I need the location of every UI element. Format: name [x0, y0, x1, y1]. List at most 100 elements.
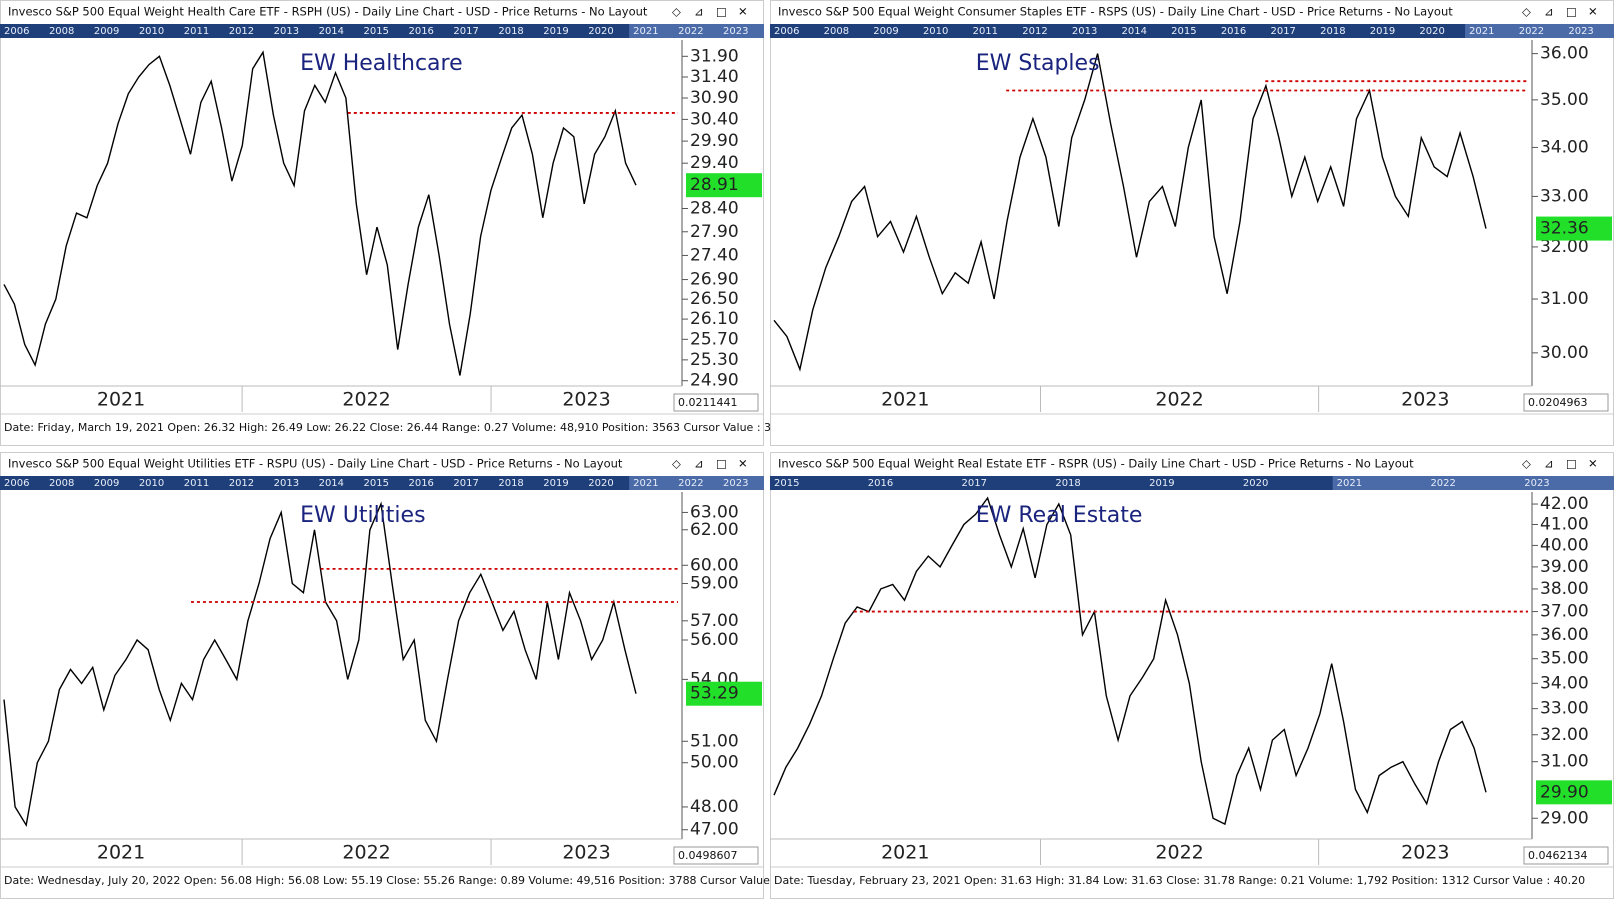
timeline-year: 2023	[723, 26, 748, 37]
y-tick-label: 56.00	[690, 630, 739, 650]
timeline-year: 2017	[453, 26, 478, 37]
chart-panel: Invesco S&P 500 Equal Weight Health Care…	[0, 0, 771, 446]
timeline-year: 2019	[1370, 26, 1395, 37]
y-tick-label: 33.00	[1540, 699, 1589, 719]
y-tick-label: 26.90	[690, 270, 739, 290]
window-button[interactable]: ⊿	[1544, 5, 1554, 19]
last-value-label: 32.36	[1540, 219, 1589, 239]
timeline-year: 2006	[774, 26, 799, 37]
window-button[interactable]: ◇	[672, 5, 681, 19]
window-button[interactable]: ✕	[1588, 5, 1598, 19]
window-button[interactable]: ⊿	[694, 457, 704, 471]
timeline-year: 2021	[1337, 478, 1362, 489]
price-line	[773, 53, 1487, 372]
last-value-box	[686, 173, 762, 198]
y-tick-label: 26.50	[690, 289, 739, 309]
status-line: Date: Wednesday, July 20, 2022 Open: 56.…	[4, 874, 770, 887]
timeline-window	[629, 24, 764, 38]
y-tick-label: 25.30	[690, 350, 739, 370]
timeline-year: 2008	[49, 26, 74, 37]
timeline-year: 2006	[4, 478, 29, 489]
timeline-year: 2020	[1243, 478, 1268, 489]
window-button[interactable]: □	[716, 457, 727, 471]
window-button[interactable]: ⊿	[694, 5, 704, 19]
timeline-year: 2014	[319, 26, 344, 37]
timeline-year: 2017	[453, 478, 478, 489]
window-button[interactable]: ✕	[738, 5, 748, 19]
cursor-box	[1523, 393, 1609, 412]
timeline-year: 2008	[49, 478, 74, 489]
y-tick-label: 42.00	[1540, 494, 1589, 514]
last-value-label: 29.90	[1540, 782, 1589, 802]
timeline-year: 2021	[633, 478, 658, 489]
y-tick-label: 41.00	[1540, 514, 1589, 534]
last-value-box	[686, 681, 762, 706]
x-year-label: 2022	[1155, 842, 1203, 864]
y-tick-label: 27.40	[690, 245, 739, 265]
timeline-year: 2014	[319, 478, 344, 489]
timeline-year: 2013	[1072, 26, 1097, 37]
window-button[interactable]: ◇	[672, 457, 681, 471]
y-tick-label: 32.00	[1540, 725, 1589, 745]
y-tick-label: 51.00	[690, 731, 739, 751]
window-button[interactable]: ◇	[1522, 457, 1531, 471]
timeline-year: 2013	[274, 478, 299, 489]
window-button[interactable]: ✕	[738, 457, 748, 471]
y-tick-label: 31.90	[690, 46, 739, 66]
timeline-year: 2022	[678, 478, 703, 489]
y-tick-label: 63.00	[690, 502, 739, 522]
timeline-window	[1332, 476, 1614, 490]
y-tick-label: 36.00	[1540, 44, 1589, 64]
timeline-year: 2015	[774, 478, 799, 489]
timeline-year: 2009	[94, 26, 119, 37]
x-year-label: 2021	[881, 842, 929, 864]
window-button[interactable]: □	[716, 5, 727, 19]
status-line: Date: Tuesday, February 23, 2021 Open: 3…	[774, 874, 1585, 887]
last-value-label: 53.29	[690, 684, 739, 704]
y-tick-label: 25.70	[690, 329, 739, 349]
timeline-year: 2017	[962, 478, 987, 489]
timeline-strip	[0, 476, 764, 490]
chart-label: EW Utilities	[300, 503, 425, 528]
timeline-year: 2006	[4, 26, 29, 37]
x-year-label: 2023	[1401, 842, 1449, 864]
window-button[interactable]: ✕	[1588, 457, 1598, 471]
y-tick-label: 39.00	[1540, 557, 1589, 577]
timeline-year: 2015	[364, 26, 389, 37]
y-tick-label: 34.00	[1540, 137, 1589, 157]
timeline-year: 2018	[1055, 478, 1080, 489]
y-tick-label: 31.00	[1540, 752, 1589, 772]
y-tick-label: 29.00	[1540, 808, 1589, 828]
chart-panel: Invesco S&P 500 Equal Weight Consumer St…	[770, 0, 1614, 446]
cursor-box	[1523, 846, 1609, 865]
y-tick-label: 60.00	[690, 555, 739, 575]
timeline-year: 2009	[94, 478, 119, 489]
window-button[interactable]: ⊿	[1544, 457, 1554, 471]
y-tick-label: 50.00	[690, 753, 739, 773]
timeline-year: 2016	[408, 26, 433, 37]
y-tick-label: 32.00	[1540, 237, 1589, 257]
y-tick-label: 59.00	[690, 573, 739, 593]
timeline-year: 2012	[229, 26, 254, 37]
panel-title: Invesco S&P 500 Equal Weight Health Care…	[8, 5, 648, 19]
timeline-year: 2011	[184, 26, 209, 37]
timeline-year: 2020	[588, 478, 613, 489]
timeline-year: 2013	[274, 26, 299, 37]
y-tick-label: 48.00	[690, 797, 739, 817]
window-button[interactable]: □	[1566, 5, 1577, 19]
x-year-label: 2021	[97, 389, 145, 411]
timeline-year: 2018	[498, 26, 523, 37]
window-button[interactable]: ◇	[1522, 5, 1531, 19]
timeline-year: 2019	[543, 26, 568, 37]
y-tick-label: 34.00	[1540, 673, 1589, 693]
y-tick-label: 35.00	[1540, 649, 1589, 669]
timeline-year: 2015	[1171, 26, 1196, 37]
timeline-year: 2016	[408, 478, 433, 489]
timeline-year: 2023	[1568, 26, 1593, 37]
timeline-year: 2021	[633, 26, 658, 37]
window-button[interactable]: □	[1566, 457, 1577, 471]
x-year-label: 2023	[1401, 389, 1449, 411]
timeline-year: 2023	[1524, 478, 1549, 489]
chart-panel: Invesco S&P 500 Equal Weight Real Estate…	[770, 452, 1614, 899]
y-tick-label: 47.00	[690, 820, 739, 840]
